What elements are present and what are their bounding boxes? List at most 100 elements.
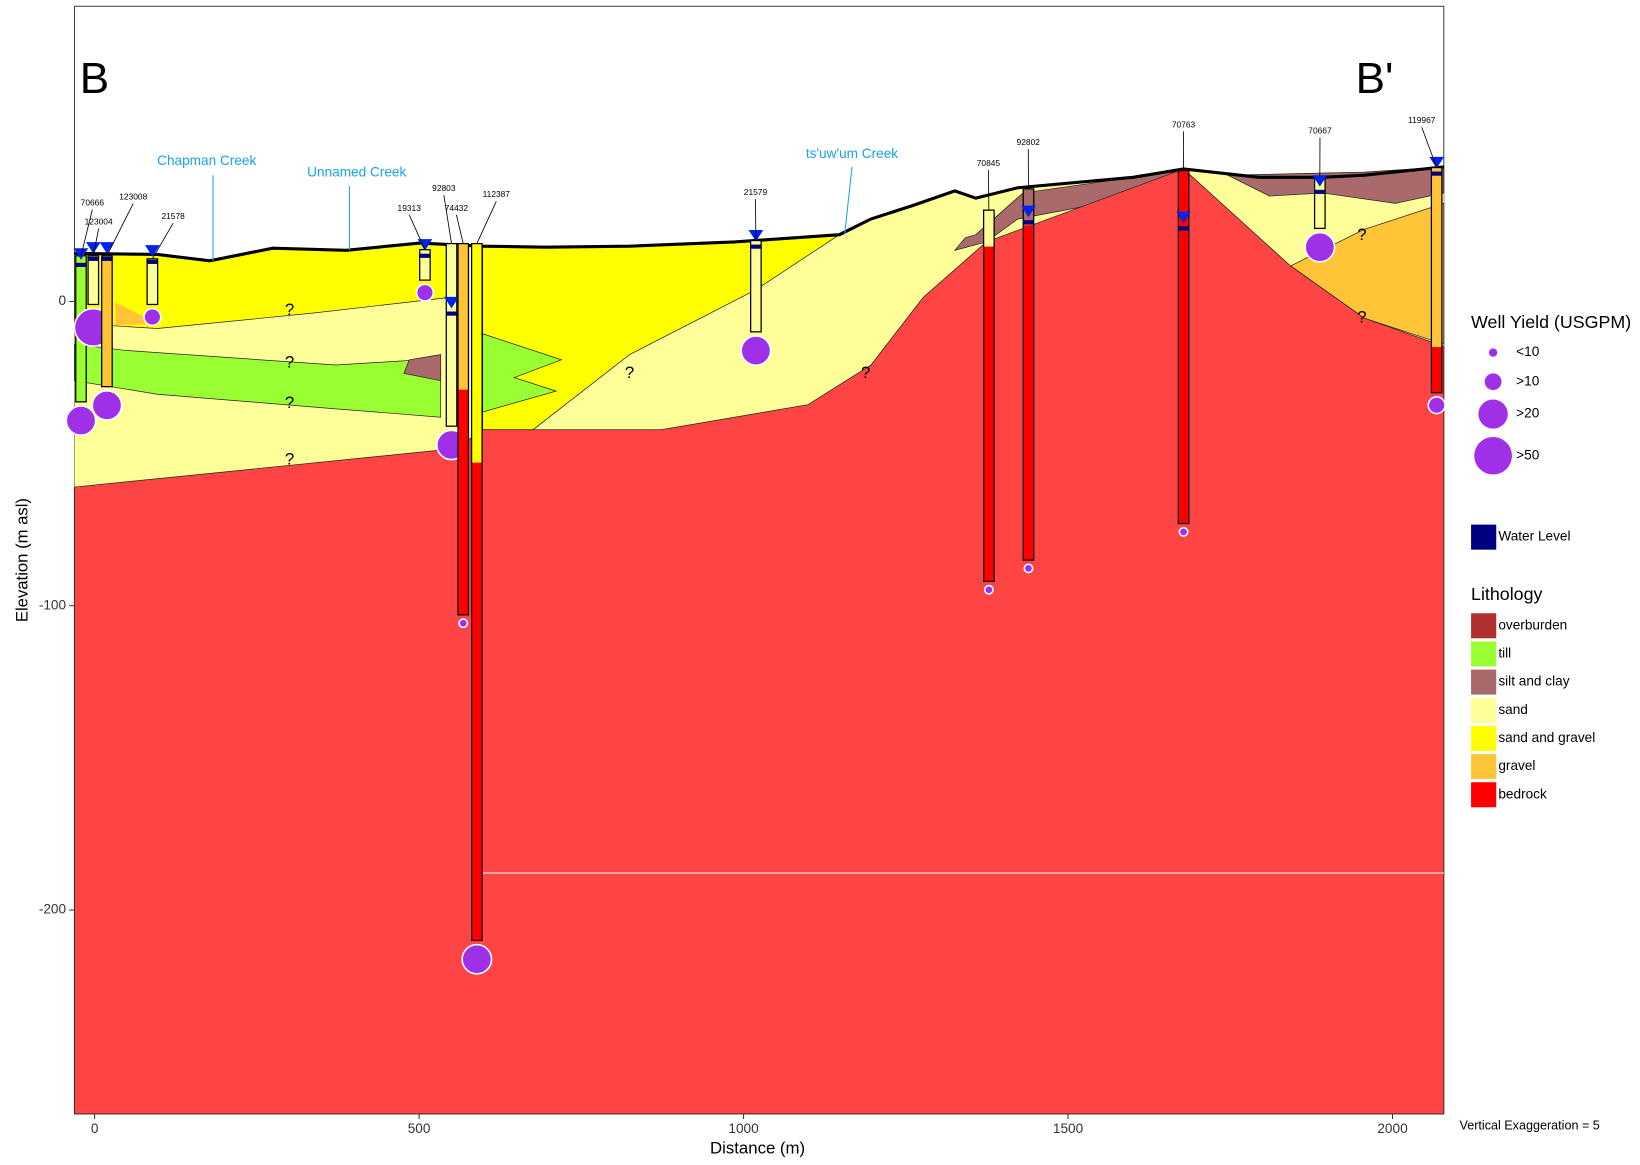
- yield-circle: [1178, 526, 1189, 537]
- legend-label: bedrock: [1498, 786, 1547, 801]
- yield-circle: [461, 943, 493, 975]
- legend-title: Well Yield (USGPM): [1471, 312, 1631, 332]
- legend-label: >20: [1516, 406, 1540, 421]
- yield-circle: [1304, 231, 1336, 263]
- water-marker: [444, 296, 459, 309]
- water-marker: [145, 245, 160, 257]
- legend-label: >10: [1516, 373, 1540, 388]
- legend-swatch: [1471, 641, 1497, 667]
- water-level: [1314, 189, 1326, 194]
- legend-swatch: [1471, 725, 1497, 751]
- well-upper: [750, 240, 762, 332]
- well-leader: [443, 194, 452, 244]
- well-upper: [101, 255, 113, 387]
- x-tick-label: 2000: [1377, 1121, 1408, 1136]
- well-leader: [152, 222, 174, 260]
- uncertain-mark: ?: [285, 352, 294, 371]
- legend-swatch: [1471, 697, 1497, 723]
- yield-circle: [1023, 563, 1034, 574]
- water-level: [750, 244, 762, 249]
- y-tick-label: 0: [59, 293, 67, 308]
- uncertain-mark: ?: [285, 449, 294, 468]
- legend-swatch: [1488, 348, 1498, 357]
- well-id: 74432: [445, 203, 469, 213]
- legend-title: Lithology: [1471, 584, 1542, 604]
- well-id: 70763: [1172, 119, 1196, 129]
- uncertain-mark: ?: [625, 363, 634, 382]
- well-id: 21578: [161, 211, 185, 221]
- legend-swatch: [1484, 373, 1502, 391]
- well-bedrock: [457, 389, 469, 615]
- water-level: [1178, 226, 1189, 231]
- uncertain-mark: ?: [285, 393, 294, 412]
- silt-layer: [953, 168, 1184, 251]
- well-id: 21579: [744, 187, 768, 197]
- water-marker: [1021, 205, 1036, 218]
- well-leader: [476, 201, 497, 244]
- well-upper: [147, 258, 158, 305]
- yield-circle: [143, 307, 162, 327]
- well-bedrock: [1023, 225, 1034, 561]
- well-id: 70667: [1308, 126, 1332, 136]
- uncertain-mark: ?: [861, 363, 870, 382]
- silt-layer: [403, 354, 442, 382]
- legend-swatch: [1471, 754, 1497, 780]
- water-marker: [85, 242, 101, 254]
- well-upper: [1314, 176, 1326, 229]
- well-id: 92803: [432, 183, 456, 193]
- legend-swatch: [1471, 524, 1497, 550]
- water-marker: [99, 242, 115, 254]
- well-leader: [80, 209, 93, 256]
- legend-label: till: [1498, 646, 1511, 661]
- well-upper: [983, 210, 995, 247]
- water-level: [75, 262, 87, 267]
- well-id: 123008: [119, 191, 147, 201]
- note: Vertical Exaggeration = 5: [1460, 1119, 1600, 1133]
- well-leader: [1421, 127, 1438, 168]
- well-upper: [457, 243, 469, 390]
- well-id: 123004: [85, 216, 113, 226]
- well-upper: [446, 243, 457, 427]
- well-leader: [456, 214, 464, 244]
- x-tick-label: 0: [91, 1121, 99, 1136]
- section-end: B': [1356, 54, 1394, 103]
- creek-leader: [844, 166, 853, 235]
- creek-label: Unnamed Creek: [307, 165, 406, 180]
- legend-label: silt and clay: [1498, 674, 1569, 689]
- yield-circle: [1427, 396, 1446, 415]
- well-upper: [88, 255, 99, 305]
- legend-label: overburden: [1498, 617, 1567, 632]
- well-bedrock: [471, 462, 483, 941]
- legend-label: Water Level: [1498, 529, 1570, 544]
- water-level: [446, 311, 457, 316]
- legend-label: gravel: [1498, 758, 1535, 773]
- well-upper: [471, 243, 483, 463]
- yield-circle: [740, 335, 772, 367]
- x-tick-label: 500: [408, 1121, 431, 1136]
- section-start: B: [80, 54, 109, 103]
- creek-label: ts'uw'um Creek: [806, 146, 898, 161]
- well-id: 70666: [81, 198, 105, 208]
- water-level: [1023, 220, 1034, 225]
- well-bedrock: [1431, 347, 1442, 393]
- well-upper: [1431, 167, 1442, 348]
- uncertain-mark: ?: [1357, 308, 1366, 327]
- yield-circle: [415, 283, 435, 302]
- legend-swatch: [1471, 669, 1497, 695]
- y-axis-label: Elevation (m asl): [12, 498, 31, 622]
- legend-label: sand and gravel: [1498, 730, 1595, 745]
- geology: [73, 5, 1445, 1115]
- y-tick-label: -200: [39, 902, 67, 917]
- yield-circle: [983, 584, 994, 595]
- well-leader: [92, 228, 100, 256]
- well-id: 119967: [1408, 115, 1436, 125]
- yield-circle: [65, 405, 97, 436]
- legend-swatch: [1471, 782, 1497, 808]
- x-axis-label: Distance (m): [710, 1139, 805, 1158]
- well-id: 112387: [483, 189, 511, 199]
- well-leader: [106, 203, 134, 256]
- water-level: [1431, 171, 1442, 176]
- legend-swatch: [1474, 437, 1512, 475]
- water-marker: [1429, 156, 1444, 169]
